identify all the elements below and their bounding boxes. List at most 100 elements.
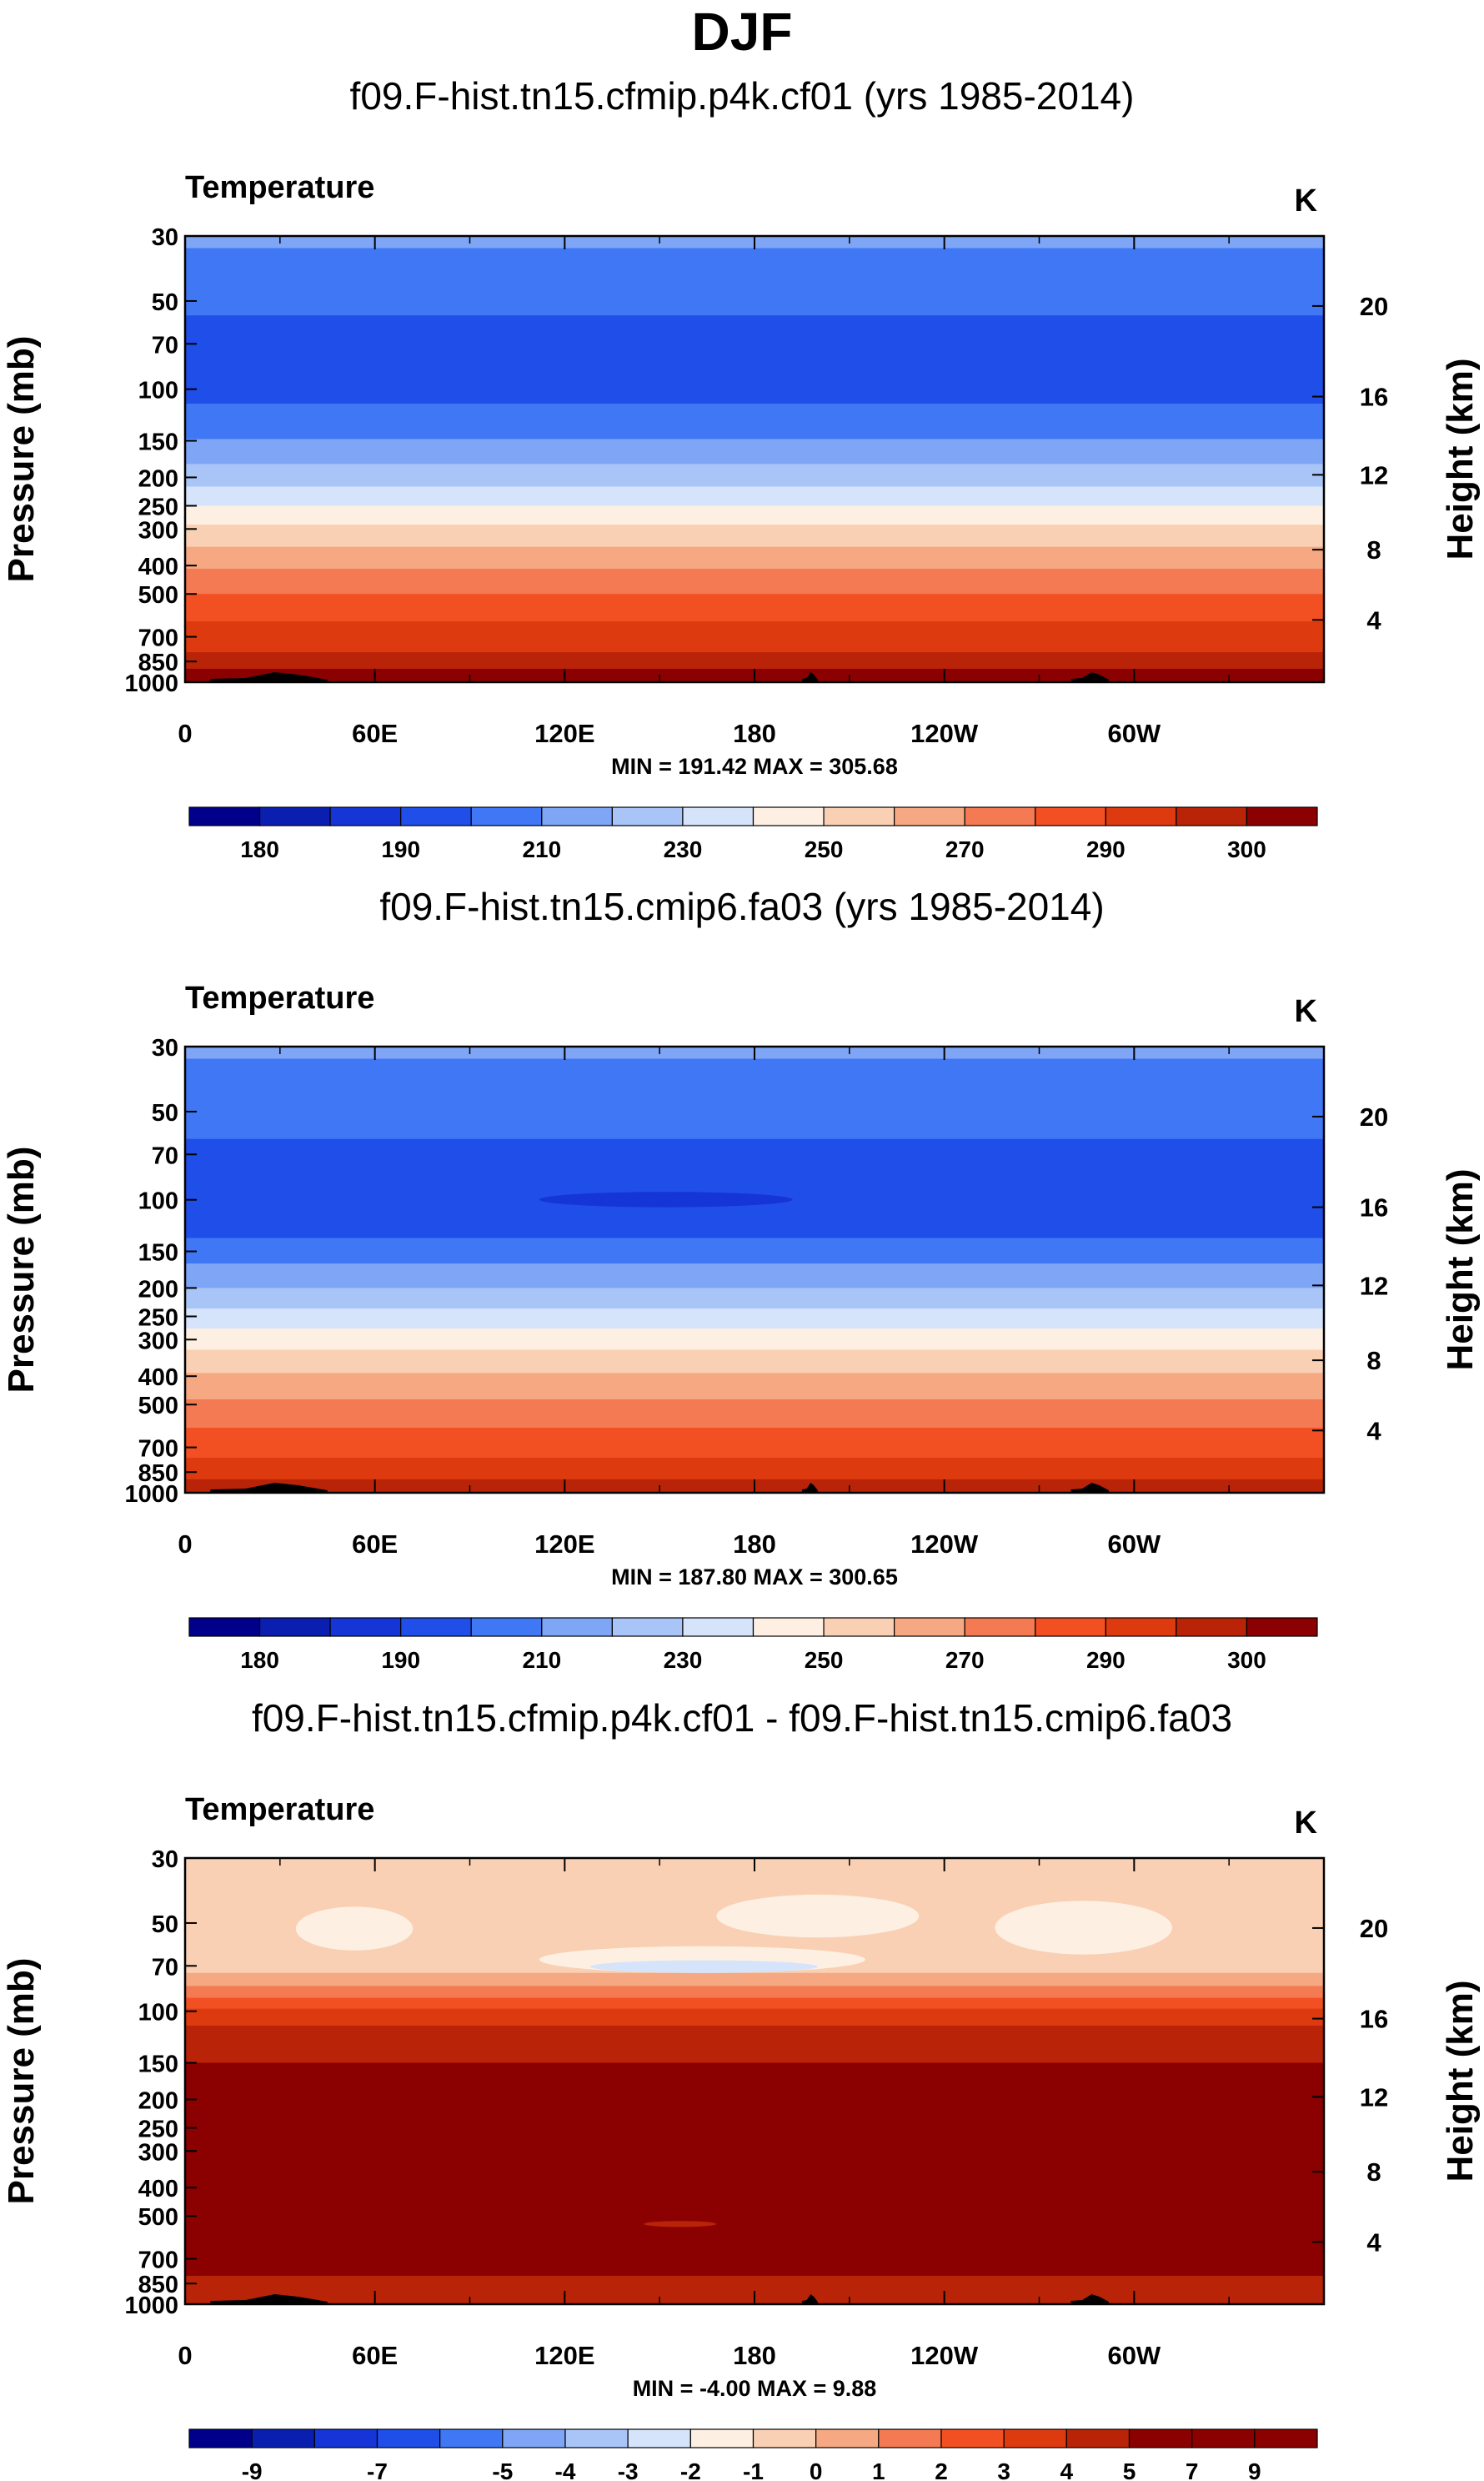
x-tick-label: 120W — [910, 2341, 979, 2370]
colorbar-label: 230 — [664, 836, 703, 862]
colorbar-swatch — [752, 806, 825, 826]
contour-band — [185, 248, 1324, 316]
y-tick-label: 100 — [138, 378, 178, 404]
colorbar-swatch — [894, 1617, 965, 1637]
colorbar-swatch — [1035, 806, 1106, 826]
topography — [1070, 1483, 1109, 1493]
colorbar-label: 250 — [805, 1647, 844, 1673]
contour-band — [185, 1138, 1324, 1239]
y-right-axis-title: Height (km) — [1440, 359, 1481, 560]
contour-patch — [716, 1894, 920, 1938]
contour-band — [185, 2008, 1324, 2026]
contour-patch — [589, 1960, 818, 1973]
x-tick-label: 60E — [352, 1529, 398, 1559]
colorbar-label: 4 — [1060, 2458, 1074, 2481]
y-right-axis-title: Height (km) — [1440, 1981, 1481, 2182]
contour-band — [185, 1428, 1324, 1459]
y-axis-title: Pressure (mb) — [1, 1147, 42, 1394]
y-tick-label: 1000 — [124, 670, 178, 697]
colorbar-swatch — [752, 2428, 817, 2448]
colorbar-swatch — [752, 1617, 825, 1637]
y-tick-label: 700 — [138, 625, 178, 652]
y-tick-label: 250 — [138, 494, 178, 520]
contour-field — [185, 1858, 1324, 2304]
height-tick-label: 8 — [1366, 2157, 1381, 2187]
colorbar-swatch — [1128, 2428, 1193, 2448]
colorbar-label: 180 — [240, 836, 279, 862]
y-tick-label: 200 — [138, 465, 178, 492]
colorbar-label: 0 — [810, 2458, 823, 2481]
y-tick-label: 1000 — [124, 2293, 178, 2319]
y-tick-label: 50 — [152, 1911, 178, 1938]
contour-band — [185, 403, 1324, 440]
colorbar-swatch — [1105, 1617, 1177, 1637]
panel-title: f09.F-hist.tn15.cmip6.fa03 (yrs 1985-201… — [379, 885, 1104, 928]
y-tick-label: 200 — [138, 2087, 178, 2114]
colorbar-swatch — [400, 1617, 472, 1637]
colorbar-swatch — [470, 1617, 543, 1637]
colorbar-swatch — [1035, 1617, 1106, 1637]
colorbar-swatch — [188, 1617, 261, 1637]
colorbar-label: 190 — [381, 836, 420, 862]
height-tick-label: 4 — [1366, 1416, 1381, 1445]
topography — [210, 672, 328, 682]
y-tick-label: 250 — [138, 2116, 178, 2142]
y-tick-label: 50 — [152, 289, 178, 316]
contour-patch — [644, 2221, 717, 2227]
y-tick-label: 400 — [138, 2176, 178, 2202]
colorbar-swatch — [541, 1617, 613, 1637]
contour-band — [185, 594, 1324, 622]
colorbar-swatch — [470, 806, 543, 826]
topography — [210, 2294, 328, 2304]
colorbar: 180 190 210 230 250 270 290 300 — [188, 806, 1318, 862]
colorbar-swatch — [1191, 2428, 1256, 2448]
colorbar-swatch — [964, 806, 1036, 826]
colorbar-swatch — [611, 806, 684, 826]
contour-band — [185, 464, 1324, 488]
colorbar-label: -4 — [555, 2458, 576, 2481]
colorbar-swatch — [1176, 806, 1248, 826]
min-max-stats: MIN = -4.00 MAX = 9.88 — [633, 2376, 877, 2401]
x-tick-label: 120E — [534, 1529, 594, 1559]
colorbar-label: 300 — [1227, 836, 1266, 862]
colorbar-swatch — [1254, 2428, 1318, 2448]
colorbar-swatch — [815, 2428, 880, 2448]
y-tick-label: 30 — [152, 1035, 178, 1062]
colorbar-swatch — [541, 806, 613, 826]
colorbar-swatch — [689, 2428, 755, 2448]
colorbar-swatch — [188, 806, 261, 826]
contour-band — [185, 1349, 1324, 1374]
colorbar-label: -2 — [680, 2458, 701, 2481]
colorbar-swatch — [376, 2428, 441, 2448]
contour-band — [185, 568, 1324, 595]
colorbar-label: 2 — [935, 2458, 948, 2481]
colorbar-label: 9 — [1248, 2458, 1261, 2481]
contour-band — [185, 1997, 1324, 2010]
contour-band — [185, 315, 1324, 404]
colorbar-swatch — [439, 2428, 504, 2448]
y-axis-title: Pressure (mb) — [1, 1958, 42, 2205]
colorbar-label: 3 — [997, 2458, 1010, 2481]
y-axis-title: Pressure (mb) — [1, 336, 42, 583]
colorbar-swatch — [564, 2428, 629, 2448]
colorbar-swatch — [329, 1617, 402, 1637]
x-tick-label: 60E — [352, 719, 398, 748]
min-max-stats: MIN = 191.42 MAX = 305.68 — [611, 754, 898, 779]
contour-field — [185, 236, 1324, 682]
x-tick-label: 120E — [534, 719, 594, 748]
x-tick-label: 0 — [178, 1529, 192, 1559]
y-tick-label: 400 — [138, 554, 178, 580]
y-tick-label: 700 — [138, 2247, 178, 2274]
colorbar: 180 190 210 230 250 270 290 300 — [188, 1617, 1318, 1673]
height-tick-label: 16 — [1360, 2005, 1388, 2034]
colorbar-swatch — [258, 806, 331, 826]
y-tick-label: 100 — [138, 2000, 178, 2026]
x-tick-label: 60W — [1107, 1529, 1161, 1559]
panel-title: f09.F-hist.tn15.cfmip.p4k.cf01 (yrs 1985… — [350, 74, 1135, 118]
contour-patch — [539, 1192, 793, 1208]
height-tick-label: 20 — [1360, 1102, 1388, 1132]
panel-title: f09.F-hist.tn15.cfmip.p4k.cf01 - f09.F-h… — [252, 1696, 1232, 1740]
colorbar-swatch — [682, 1617, 755, 1637]
y-tick-label: 150 — [138, 2052, 178, 2078]
